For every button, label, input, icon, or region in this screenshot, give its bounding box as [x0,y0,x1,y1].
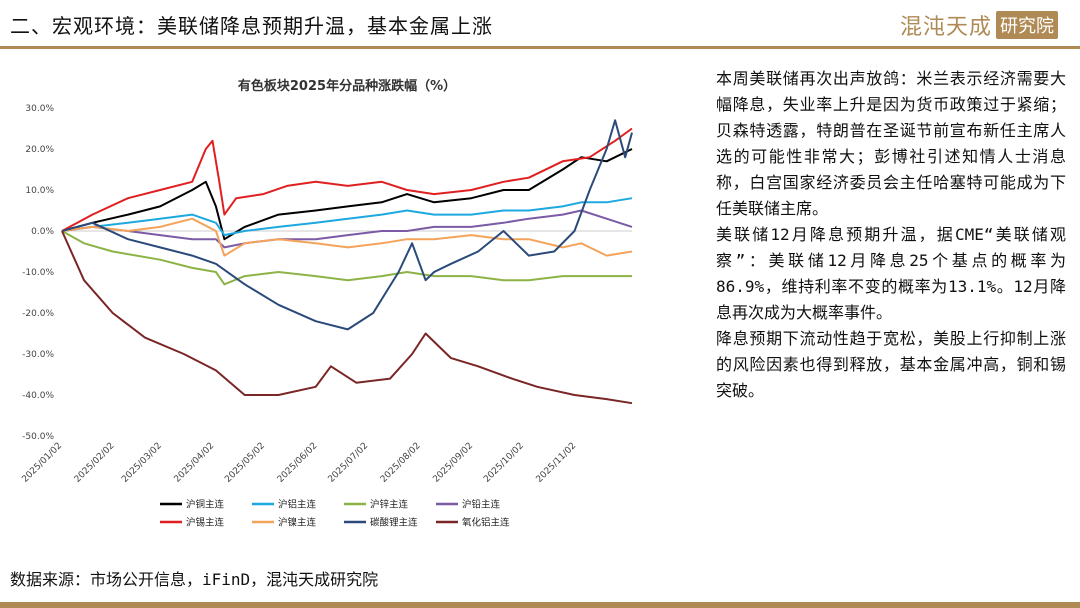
commentary-paragraph: 降息预期下流动性趋于宽松，美股上行抑制上涨的风险因素也得到释放，基本金属冲高，铜… [716,329,1066,400]
legend-label: 碳酸锂主连 [370,517,418,529]
y-tick-label: -10.0% [22,268,54,278]
x-tick-label: 2025/10/02 [482,441,526,485]
data-source: 数据来源：市场公开信息，iFinD，混沌天成研究院 [10,570,379,589]
y-tick-label: 0.0% [31,227,54,237]
x-tick-label: 2025/04/02 [173,441,217,485]
legend-label: 沪锌主连 [370,499,409,511]
series-line [61,119,633,331]
legend-label: 沪镍主连 [278,517,317,529]
x-tick-label: 2025/03/02 [120,441,164,485]
x-tick-label: 2025/05/02 [223,441,267,485]
page-title: 二、宏观环境：美联储降息预期升温，基本金属上涨 [10,14,493,38]
logo: 混沌天成 研究院 [900,10,1058,40]
footer-bar [0,602,1080,608]
line-chart: 有色板块2025年分品种涨跌幅（%） 30.0% 20.0% 10.0% 0.0% -10… [20,78,633,529]
chart-title: 有色板块2025年分品种涨跌幅（%） [238,78,456,94]
y-tick-label: 30.0% [25,104,54,114]
x-tick-label: 2025/01/02 [20,441,64,485]
series-line [61,197,633,237]
header-divider [0,46,1080,49]
legend-label: 氧化铝主连 [462,517,510,529]
x-tick-label: 2025/09/02 [431,441,475,485]
x-tick-label: 2025/06/02 [276,441,320,485]
y-tick-label: -30.0% [22,350,54,360]
logo-brand: 混沌天成 [899,15,992,40]
y-tick-label: 20.0% [25,145,54,155]
series-line [61,209,633,249]
x-tick-label: 2025/02/02 [73,441,117,485]
y-tick-label: -20.0% [22,309,54,319]
x-tick-label: 2025/08/02 [379,441,423,485]
legend-label: 沪铅主连 [462,499,501,511]
commentary: 本周美联储再次出声放鸽：米兰表示经济需要大幅降息，失业率上升是因为货币政策过于紧… [716,66,1066,404]
x-tick-label: 2025/11/02 [535,441,579,485]
series-line [61,127,633,232]
series-line [61,230,633,405]
commentary-paragraph: 美联储12月降息预期升温，据CME“美联储观察”：美联储12月降息25个基点的概… [716,225,1066,322]
legend-label: 沪锡主连 [186,517,225,529]
logo-badge: 研究院 [996,11,1058,39]
chart-container: 有色板块2025年分品种涨跌幅（%） 30.0% 20.0% 10.0% 0.0% -10… [0,60,700,550]
series-line [61,148,633,241]
y-tick-label: -50.0% [22,432,54,442]
y-tick-label: -40.0% [22,391,54,401]
series-line [61,217,633,257]
commentary-paragraph: 本周美联储再次出声放鸽：米兰表示经济需要大幅降息，失业率上升是因为货币政策过于紧… [716,69,1066,218]
legend-label: 沪铝主连 [278,499,317,511]
legend-label: 沪铜主连 [186,499,225,511]
x-tick-label: 2025/07/02 [327,441,371,485]
y-tick-label: 10.0% [25,186,54,196]
series-line [61,230,632,286]
